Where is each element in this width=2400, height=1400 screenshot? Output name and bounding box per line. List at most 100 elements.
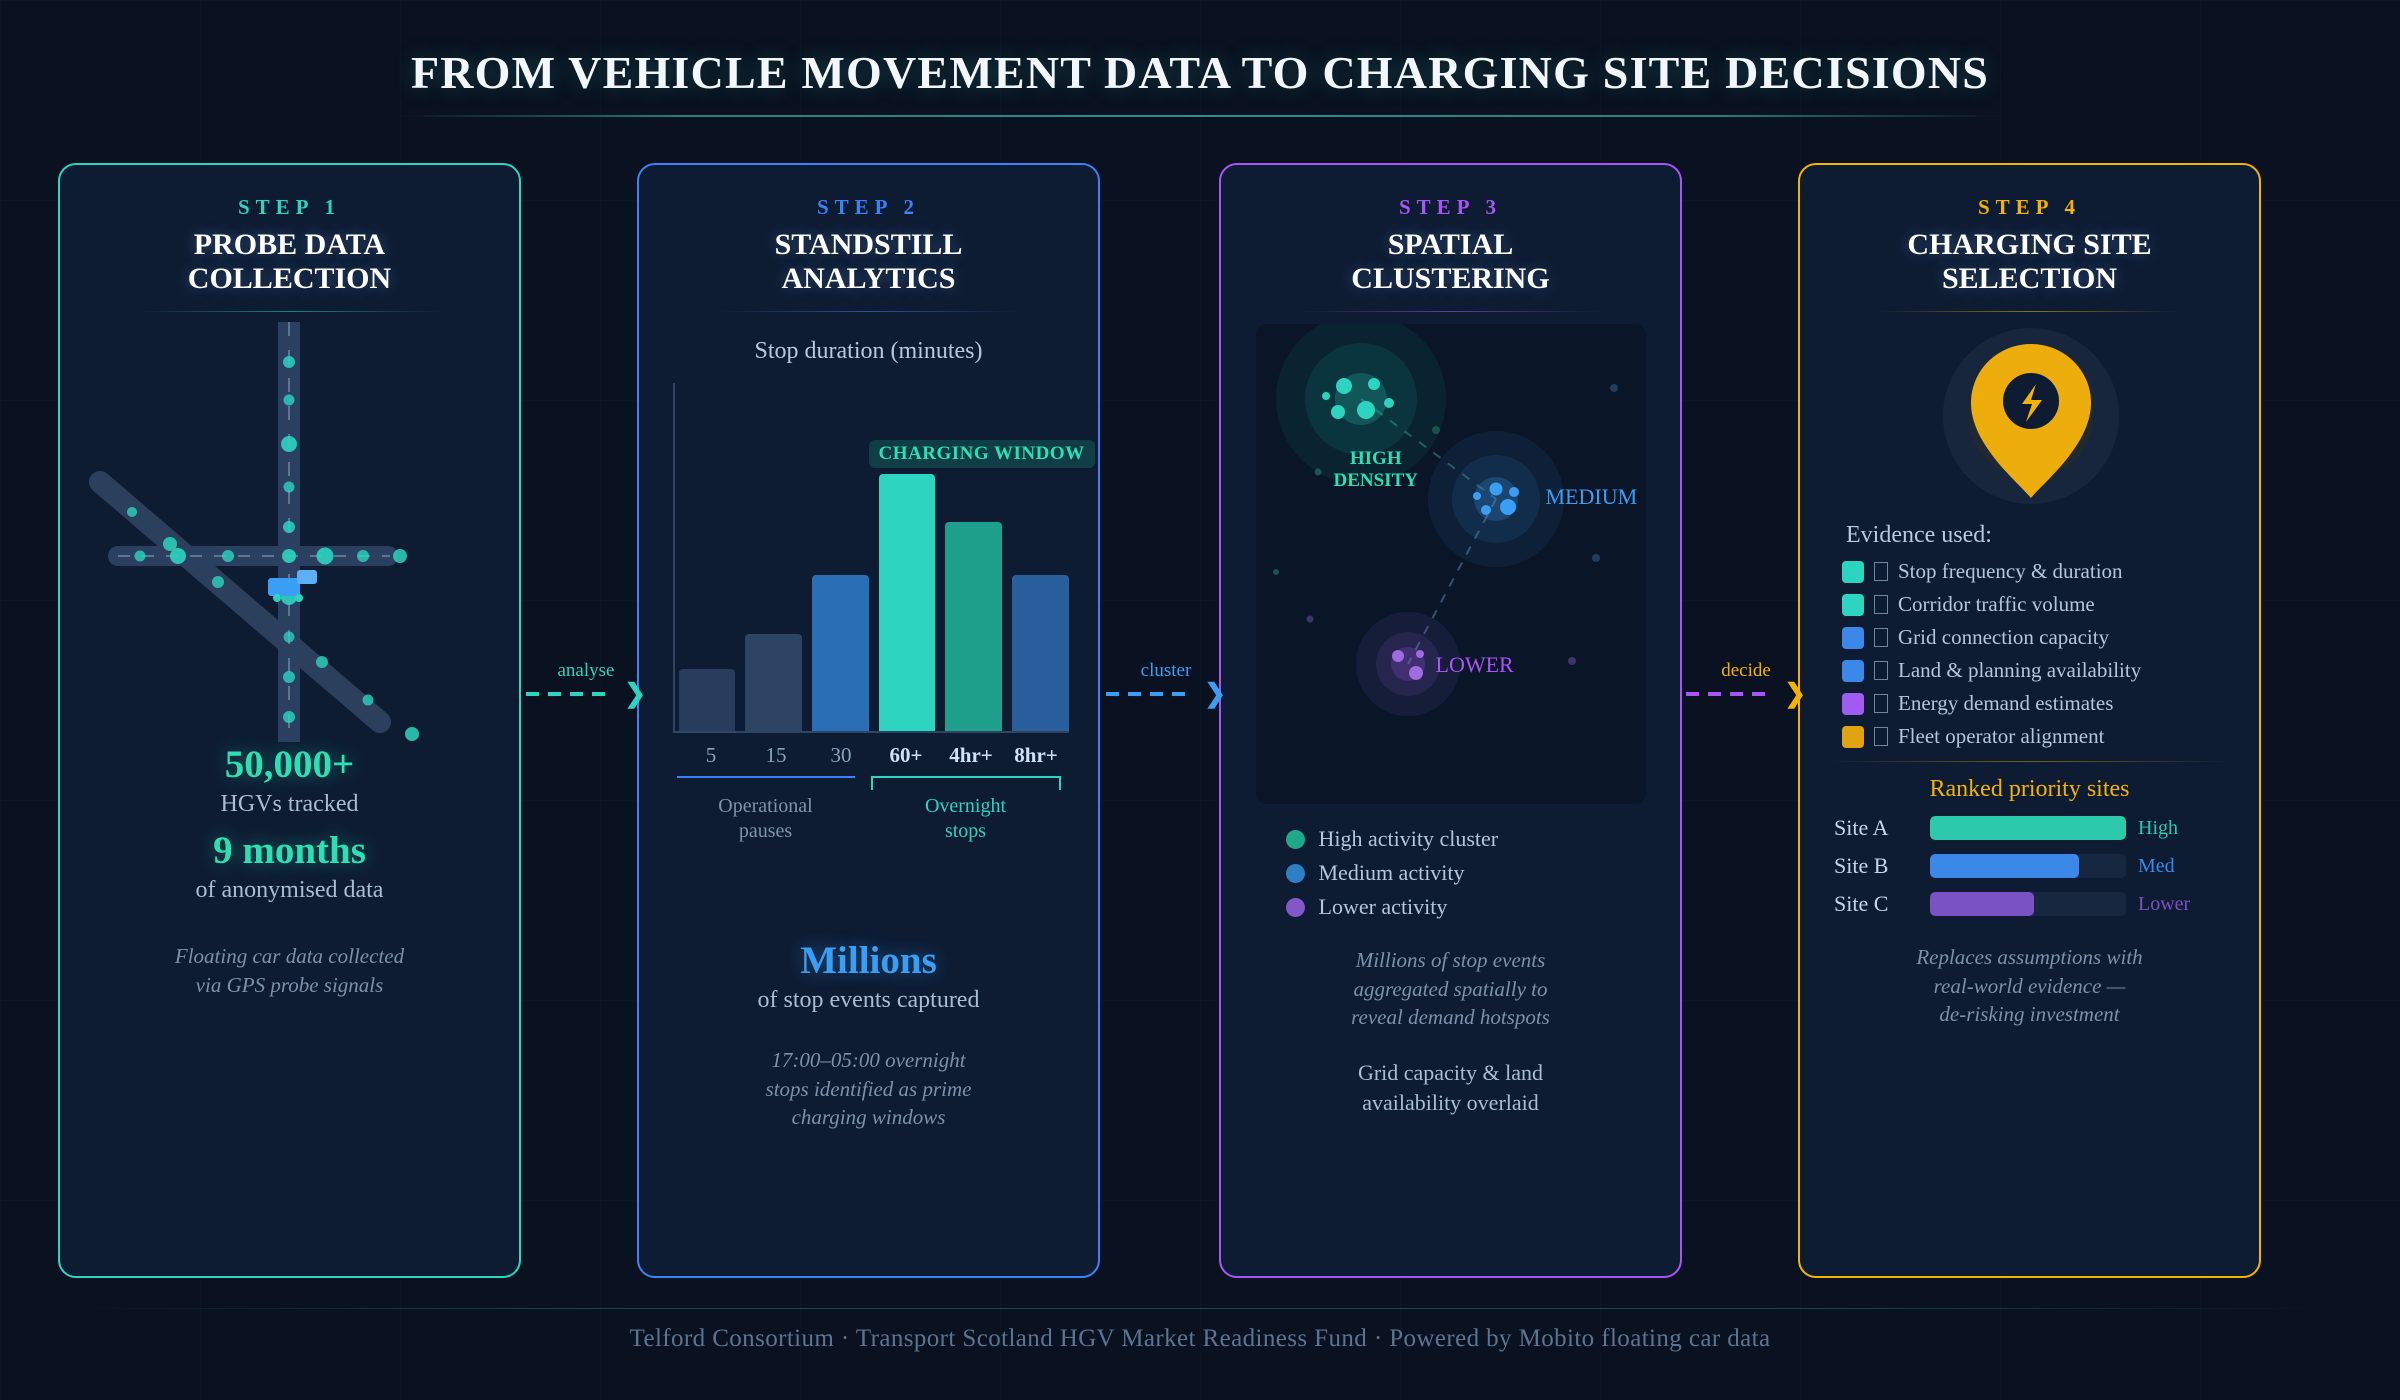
evidence-item-label: Grid connection capacity [1898, 625, 2110, 650]
check-icon [1874, 727, 1888, 747]
ranked-site-track [1930, 892, 2126, 917]
ranked-site-row: Site B Med [1834, 853, 2259, 879]
panel-step-2[interactable]: STEP 2 STANDSTILL ANALYTICS Stop duratio… [637, 163, 1100, 1278]
ranked-site-rating: Med [2138, 854, 2175, 877]
evidence-item-label: Energy demand estimates [1898, 691, 2114, 716]
cluster-map-svg [1272, 324, 1618, 717]
step-4-label: STEP 4 [1977, 195, 2082, 219]
legend-color-dot [1285, 829, 1305, 849]
evidence-item: Energy demand estimates [1842, 691, 2259, 716]
ranked-site-name: Site B [1834, 853, 1889, 879]
legend-item-label: Lower activity [1318, 894, 1448, 920]
map-pin-icon [1943, 328, 2119, 505]
charging-site-pin-graphic [1800, 326, 2263, 516]
ranked-site-rating: High [2138, 816, 2178, 839]
chart-x-axis [672, 731, 1069, 734]
chart-tick-4hr+: 4hr+ [949, 743, 993, 768]
chart-bar-5 [678, 668, 736, 732]
evidence-item: Corridor traffic volume [1842, 592, 2259, 617]
step-3-header-divider [1300, 311, 1601, 313]
panel-step-1[interactable]: STEP 1 PROBE DATA COLLECTION [58, 163, 521, 1278]
step-3-label: STEP 3 [1398, 195, 1503, 219]
chart-bar-30 [811, 574, 869, 732]
panel-step-4[interactable]: STEP 4 CHARGING SITE SELECTION Evidence … [1798, 163, 2261, 1278]
check-icon [1874, 628, 1888, 648]
spatial-cluster-map[interactable]: HIGH DENSITY MEDIUM LOWER [1255, 324, 1646, 805]
bracket-operational-label: Operational pauses [718, 795, 813, 843]
title-divider [395, 115, 2005, 117]
connector-decide-arrow: ❯ [1784, 679, 1806, 708]
step-1-note: Floating car data collected via GPS probe… [174, 944, 405, 997]
evidence-item: Fleet operator alignment [1842, 724, 2259, 749]
step-3-note-plain: Grid capacity & land availability overlai… [1357, 1059, 1544, 1115]
connector-analyse-arrow: ❯ [624, 679, 646, 708]
step-2-header-divider [718, 311, 1019, 313]
evidence-item: Stop frequency & duration [1842, 559, 2259, 584]
stat-2-caption: of anonymised data [195, 877, 384, 904]
evidence-color-swatch [1842, 692, 1864, 715]
step-2-title-line1: STANDSTILL [774, 228, 963, 261]
check-icon [1874, 661, 1888, 681]
chart-bar-60+ [878, 473, 936, 732]
connector-analyse-dash [526, 692, 614, 696]
chart-bar-15 [745, 633, 802, 732]
chart-bars [678, 383, 1069, 732]
step-2-title: STANDSTILL ANALYTICS [639, 228, 1098, 295]
evidence-color-swatch [1842, 593, 1864, 616]
chart-axis-caption: Stop duration (minutes) [754, 338, 983, 365]
step-2-title-line2: ANALYTICS [781, 261, 956, 295]
footer-divider [70, 1308, 2330, 1309]
truck-icon [268, 570, 317, 603]
chart-y-axis [672, 383, 675, 734]
page-title: FROM VEHICLE MOVEMENT DATA TO CHARGING S… [410, 47, 1990, 98]
step-1-title-line2: COLLECTION [187, 261, 392, 295]
step-3-title: SPATIAL CLUSTERING [1221, 228, 1680, 295]
legend-color-dot [1285, 863, 1305, 883]
legend-item: High activity cluster [1285, 826, 1616, 852]
evidence-item-label: Stop frequency & duration [1898, 559, 2123, 584]
connector-cluster-label: cluster [1140, 660, 1192, 681]
road-network-svg [89, 312, 419, 753]
cluster-legend: High activity cluster Medium activity Lowe… [1285, 826, 1616, 920]
step-4-note: Replaces assumptions with real-world evid… [1916, 945, 2143, 1027]
ranked-priority-sites-title: Ranked priority sites [1929, 776, 2130, 803]
stat-2-value: 9 months [213, 829, 366, 873]
panels-container: STEP 1 PROBE DATA COLLECTION [0, 163, 2400, 1278]
cluster-label-lower: LOWER [1435, 652, 1514, 678]
step-4-title: CHARGING SITE SELECTION [1800, 228, 2259, 295]
step-2-note: 17:00–05:00 overnight stops identified as… [765, 1048, 972, 1130]
ranked-site-track [1930, 816, 2126, 841]
chart-tick-8hr+: 8hr+ [1014, 743, 1058, 768]
bracket-overnight: Overnight stops [870, 776, 1061, 842]
connector-decide-dash [1686, 692, 1774, 696]
panel-step-3[interactable]: STEP 3 SPATIAL CLUSTERING [1219, 163, 1682, 1278]
page-title-block: FROM VEHICLE MOVEMENT DATA TO CHARGING S… [0, 46, 2400, 117]
chart-bar-8hr+ [1011, 574, 1069, 732]
legend-item-label: High activity cluster [1318, 826, 1499, 852]
evidence-color-swatch [1842, 725, 1864, 748]
probe-road-network-graphic [60, 312, 523, 753]
check-icon [1874, 694, 1888, 714]
evidence-item: Grid connection capacity [1842, 625, 2259, 650]
legend-item: Lower activity [1285, 894, 1616, 920]
connector-cluster-arrow: ❯ [1204, 679, 1226, 708]
chart-tick-15: 15 [765, 743, 787, 768]
evidence-list: Stop frequency & duration Corridor traffi… [1800, 559, 2259, 749]
evidence-color-swatch [1842, 659, 1864, 682]
ranked-site-row: Site C Lower [1834, 891, 2259, 917]
ranked-site-fill [1930, 854, 2079, 879]
chart-bar-4hr+ [945, 522, 1002, 732]
charging-window-annotation: CHARGING WINDOW [868, 439, 1095, 468]
check-icon [1874, 595, 1888, 615]
stop-duration-bar-chart: CHARGING WINDOW [669, 383, 1095, 734]
step-4-title-line2: SELECTION [1941, 261, 2118, 295]
step-1-header-divider [139, 311, 440, 313]
connector-cluster-dash [1106, 692, 1194, 696]
step-2-big-stat-caption: of stop events captured [757, 987, 980, 1014]
chart-x-tick-labels: 5 15 30 60+ 4hr+ 8hr+ [674, 743, 1064, 768]
chart-tick-5: 5 [705, 743, 717, 768]
connector-analyse: analyse ❯ [526, 660, 646, 708]
connector-decide-label: decide [1721, 660, 1771, 681]
step-4-header-divider [1879, 311, 2180, 313]
footer-text: Telford Consortium · Transport Scotland … [629, 1325, 1771, 1352]
